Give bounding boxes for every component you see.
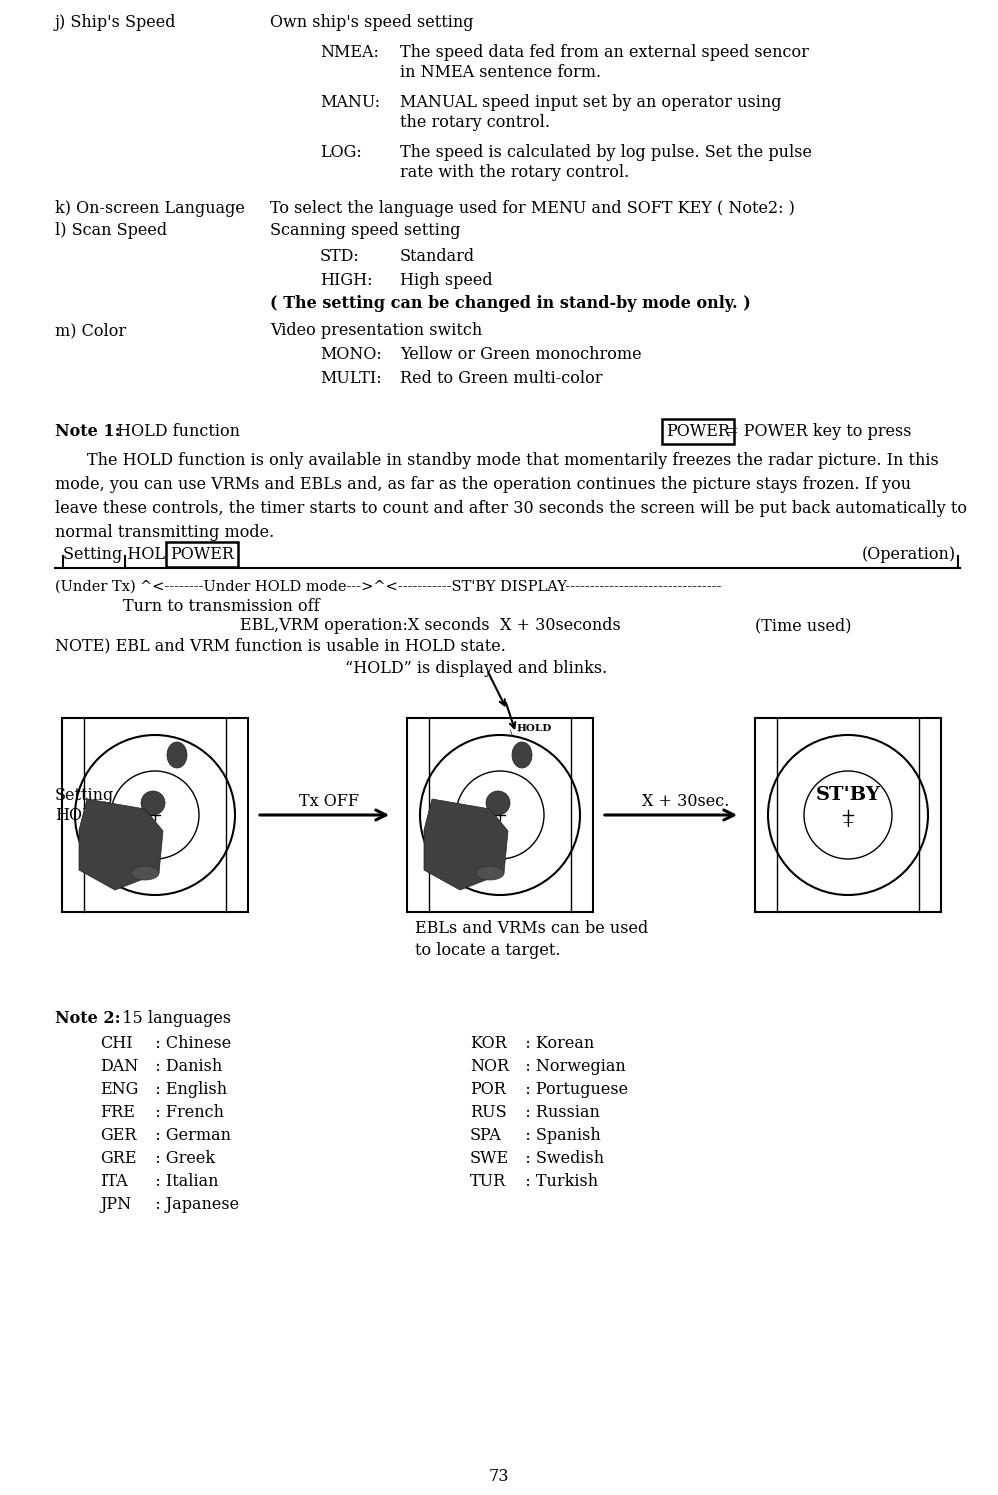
Text: NMEA:: NMEA:	[320, 43, 379, 61]
Text: (Operation): (Operation)	[862, 546, 956, 564]
Text: : Japanese: : Japanese	[140, 1196, 240, 1212]
Text: EBL,VRM operation:X seconds: EBL,VRM operation:X seconds	[240, 617, 490, 634]
Text: leave these controls, the timer starts to count and after 30 seconds the screen : leave these controls, the timer starts t…	[55, 499, 967, 517]
Text: GER: GER	[100, 1127, 137, 1144]
Text: Turn to transmission off: Turn to transmission off	[123, 598, 319, 614]
Polygon shape	[79, 798, 163, 890]
Text: Yellow or Green monochrome: Yellow or Green monochrome	[400, 345, 642, 363]
Bar	[407, 718, 593, 912]
Circle shape	[486, 791, 510, 815]
Text: POWER: POWER	[170, 546, 234, 564]
Text: MANU:: MANU:	[320, 94, 380, 111]
Text: 73: 73	[489, 1468, 509, 1485]
Text: ^<--------Under HOLD mode--->^<-----------ST'BY DISPLAY-------------------------: ^<--------Under HOLD mode--->^<---------…	[140, 580, 722, 594]
Text: NOTE) EBL and VRM function is usable in HOLD state.: NOTE) EBL and VRM function is usable in …	[55, 637, 506, 653]
Text: High speed: High speed	[400, 272, 493, 289]
Polygon shape	[424, 798, 508, 890]
Ellipse shape	[167, 742, 187, 768]
Text: : German: : German	[140, 1127, 231, 1144]
Text: The HOLD function is only available in standby mode that momentarily freezes the: The HOLD function is only available in s…	[87, 451, 939, 469]
Circle shape	[141, 791, 165, 815]
Text: mode, you can use VRMs and EBLs and, as far as the operation continues the pictu: mode, you can use VRMs and EBLs and, as …	[55, 475, 911, 493]
Text: To select the language used for MENU and SOFT KEY ( Note2: ): To select the language used for MENU and…	[270, 200, 794, 217]
Text: EBLs and VRMs can be used: EBLs and VRMs can be used	[415, 919, 649, 937]
Text: : English: : English	[140, 1081, 228, 1097]
Text: ST'BY: ST'BY	[815, 786, 880, 804]
Text: \  ': \ '	[510, 730, 521, 737]
Text: to locate a target.: to locate a target.	[415, 942, 561, 958]
Text: POR: POR	[470, 1081, 506, 1097]
Text: j) Ship's Speed: j) Ship's Speed	[55, 13, 177, 31]
Text: : Portuguese: : Portuguese	[510, 1081, 628, 1097]
Text: k) On-screen Language: k) On-screen Language	[55, 200, 245, 217]
Text: The speed data fed from an external speed sencor: The speed data fed from an external spee…	[400, 43, 808, 61]
Text: ENG: ENG	[100, 1081, 139, 1097]
Text: X + 30seconds: X + 30seconds	[500, 617, 621, 634]
Text: Setting
HOLD: Setting HOLD	[55, 786, 114, 824]
Text: : Russian: : Russian	[510, 1103, 600, 1121]
Text: : French: : French	[140, 1103, 224, 1121]
Ellipse shape	[131, 866, 159, 881]
Text: rate with the rotary control.: rate with the rotary control.	[400, 164, 630, 181]
Text: : Turkish: : Turkish	[510, 1174, 598, 1190]
Ellipse shape	[512, 742, 532, 768]
Text: SPA: SPA	[470, 1127, 502, 1144]
Text: HOLD: HOLD	[516, 724, 551, 733]
Text: Standard: Standard	[400, 248, 475, 265]
Text: (Under Tx): (Under Tx)	[55, 580, 136, 594]
Text: “HOLD” is displayed and blinks.: “HOLD” is displayed and blinks.	[345, 659, 607, 677]
Text: CHI: CHI	[100, 1035, 133, 1052]
Text: RUS: RUS	[470, 1103, 507, 1121]
Text: : Spanish: : Spanish	[510, 1127, 601, 1144]
Text: : Norwegian: : Norwegian	[510, 1058, 626, 1075]
Text: DAN: DAN	[100, 1058, 139, 1075]
Text: JPN: JPN	[100, 1196, 131, 1212]
Text: Setting HOLD: Setting HOLD	[63, 546, 178, 564]
Text: X + 30sec.: X + 30sec.	[642, 792, 730, 810]
Text: KOR: KOR	[470, 1035, 507, 1052]
Text: HIGH:: HIGH:	[320, 272, 372, 289]
Text: MULTI:: MULTI:	[320, 369, 381, 387]
Text: : Greek: : Greek	[140, 1150, 216, 1168]
Text: Red to Green multi-color: Red to Green multi-color	[400, 369, 603, 387]
Text: Scanning speed setting: Scanning speed setting	[270, 221, 460, 239]
Text: Video presentation switch: Video presentation switch	[270, 321, 482, 339]
Text: FRE: FRE	[100, 1103, 135, 1121]
Text: SWE: SWE	[470, 1150, 509, 1168]
Text: = POWER key to press: = POWER key to press	[720, 423, 911, 440]
Text: : Korean: : Korean	[510, 1035, 594, 1052]
Text: STD:: STD:	[320, 248, 359, 265]
Text: 15 languages: 15 languages	[112, 1011, 232, 1027]
Text: The speed is calculated by log pulse. Set the pulse: The speed is calculated by log pulse. Se…	[400, 144, 812, 161]
Text: : Italian: : Italian	[140, 1174, 219, 1190]
Text: MONO:: MONO:	[320, 345, 382, 363]
Text: HOLD function: HOLD function	[112, 423, 240, 440]
Text: LOG:: LOG:	[320, 144, 361, 161]
Text: : Chinese: : Chinese	[140, 1035, 232, 1052]
Text: the rotary control.: the rotary control.	[400, 114, 550, 132]
Text: Note 2:: Note 2:	[55, 1011, 121, 1027]
Text: TUR: TUR	[470, 1174, 506, 1190]
Text: l) Scan Speed: l) Scan Speed	[55, 221, 167, 239]
Ellipse shape	[476, 866, 504, 881]
Text: Tx OFF: Tx OFF	[299, 792, 359, 810]
Text: Own ship's speed setting: Own ship's speed setting	[270, 13, 473, 31]
Bar	[755, 718, 941, 912]
Text: in NMEA sentence form.: in NMEA sentence form.	[400, 64, 601, 81]
Text: Note 1:: Note 1:	[55, 423, 121, 440]
Text: ( The setting can be changed in stand-by mode only. ): ( The setting can be changed in stand-by…	[270, 295, 750, 312]
Text: GRE: GRE	[100, 1150, 137, 1168]
Text: MANUAL speed input set by an operator using: MANUAL speed input set by an operator us…	[400, 94, 781, 111]
Text: +: +	[841, 816, 854, 830]
Bar	[62, 718, 248, 912]
Text: ITA: ITA	[100, 1174, 128, 1190]
Text: m) Color: m) Color	[55, 321, 126, 339]
Text: NOR: NOR	[470, 1058, 509, 1075]
Text: POWER: POWER	[666, 423, 730, 440]
Text: : Danish: : Danish	[140, 1058, 223, 1075]
Text: : Swedish: : Swedish	[510, 1150, 604, 1168]
Text: (Time used): (Time used)	[755, 617, 851, 634]
Text: normal transmitting mode.: normal transmitting mode.	[55, 525, 274, 541]
